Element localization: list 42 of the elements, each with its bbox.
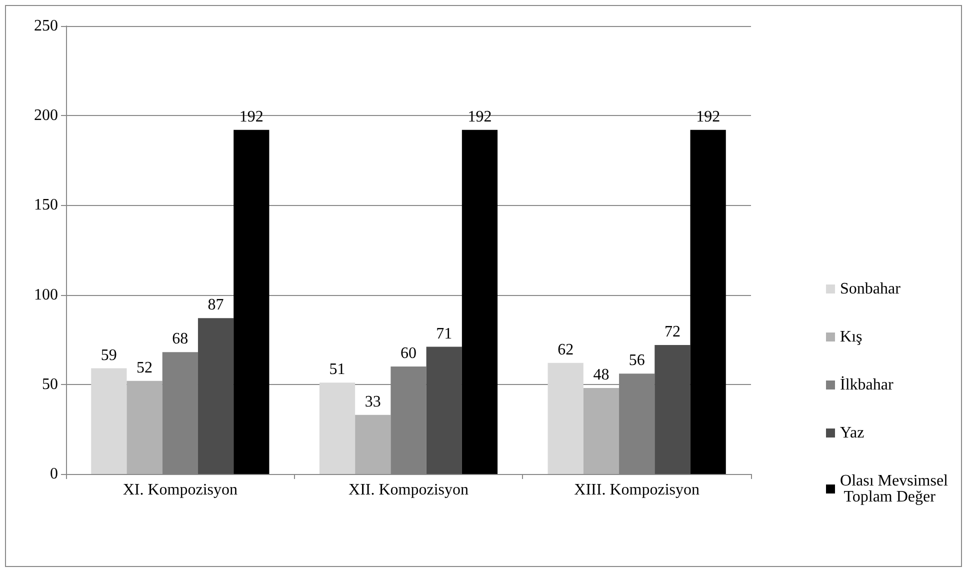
- bar: [583, 388, 620, 474]
- bar: [654, 344, 690, 474]
- bar: [690, 130, 726, 474]
- data-label: 87: [208, 296, 224, 314]
- data-label: 68: [172, 330, 188, 348]
- x-tick-label: XIII. Kompozisyon: [574, 482, 700, 498]
- data-label: 33: [364, 393, 381, 410]
- bar: [319, 382, 356, 474]
- bar: [162, 352, 198, 474]
- x-tick-label: XII. Kompozisyon: [348, 482, 468, 498]
- legend-label: Sonbahar: [840, 280, 902, 298]
- bar: [355, 414, 391, 474]
- legend-label: İlkbahar: [840, 376, 894, 394]
- bar: [91, 368, 127, 474]
- data-label: 51: [329, 361, 346, 378]
- data-label: 48: [593, 366, 610, 384]
- y-tick-label: 250: [34, 18, 58, 34]
- legend-label: Olası Mevsimsel Toplam Değer: [840, 472, 949, 506]
- bar: [198, 318, 234, 474]
- x-tick-label: XI. Kompozisyon: [122, 482, 238, 498]
- bar: [234, 130, 270, 474]
- y-tick-label: 50: [42, 376, 58, 393]
- data-label: 59: [100, 346, 117, 364]
- data-label: 71: [436, 325, 452, 342]
- legend-label: Yaz: [840, 424, 864, 442]
- data-label: 192: [468, 108, 492, 126]
- y-tick-label: 100: [34, 286, 58, 304]
- data-label: 192: [696, 108, 720, 126]
- bar: [426, 346, 462, 474]
- data-label: 60: [400, 344, 416, 362]
- data-label: 62: [558, 341, 574, 358]
- y-tick-label: 200: [34, 107, 58, 124]
- legend-label: Kış: [840, 328, 862, 346]
- bar: [126, 380, 162, 474]
- y-tick-label: 150: [34, 196, 58, 214]
- data-label: 56: [628, 352, 645, 370]
- y-tick-label: 0: [50, 466, 58, 482]
- data-label: 192: [239, 108, 264, 126]
- bar: [462, 130, 498, 474]
- data-label: 72: [664, 323, 680, 340]
- bar: [548, 362, 584, 474]
- data-label: 52: [136, 359, 153, 376]
